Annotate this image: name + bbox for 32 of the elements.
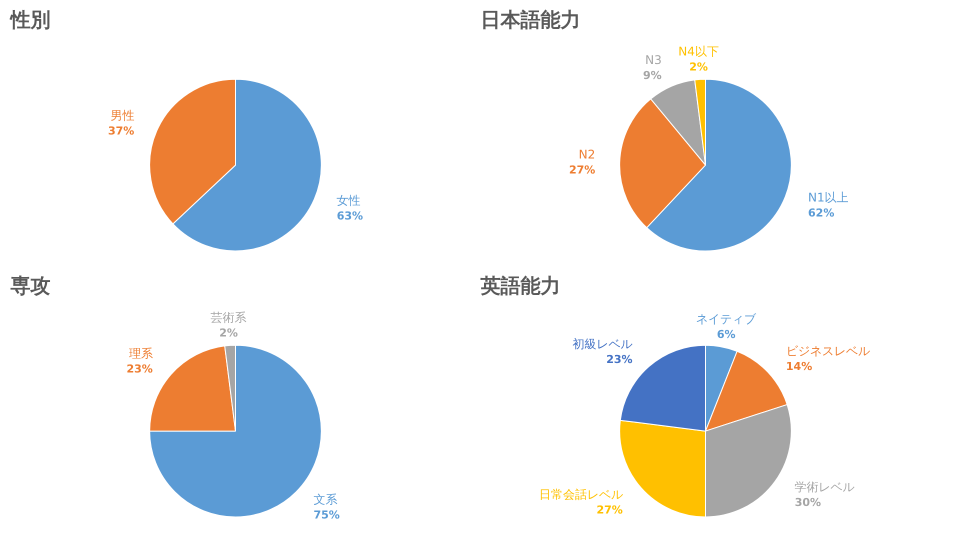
slice-label: ネイティブ (696, 312, 758, 326)
data-label: 75% (313, 508, 340, 522)
data-label: 63% (336, 210, 364, 223)
data-label: 23% (606, 352, 633, 366)
data-label: 2% (689, 60, 708, 74)
data-label: 23% (126, 362, 153, 376)
slice-label: 学術レベル (794, 480, 855, 494)
chart-title: 英語能力 (480, 274, 560, 298)
slice-label: N4以下 (678, 44, 719, 58)
data-label: 6% (716, 328, 736, 342)
data-label: 27% (596, 504, 623, 517)
chart-title: 専攻 (10, 274, 50, 298)
slice-label: 女性 (336, 194, 361, 208)
chart-title: 日本語能力 (480, 8, 580, 32)
slice-label: ビジネスレベル (786, 344, 870, 358)
data-label: 9% (643, 69, 662, 82)
slice-label: N2 (578, 148, 596, 162)
data-label: 2% (219, 326, 238, 340)
slice-label: 理系 (128, 346, 153, 360)
data-label: 30% (794, 496, 822, 509)
slice-label: 日常会話レベル (538, 488, 623, 502)
chart-title: 性別 (8, 8, 50, 32)
slice-label: 男性 (110, 108, 134, 123)
slice-label: 初級レベル (572, 336, 633, 351)
data-label: 37% (108, 124, 134, 138)
slice-label: N3 (645, 53, 662, 68)
slice-label: N1以上 (808, 190, 849, 204)
data-label: 27% (568, 164, 596, 177)
slice-label: 文系 (313, 492, 338, 507)
slice-label: 芸術系 (210, 310, 247, 324)
data-label: 62% (808, 206, 834, 220)
data-label: 14% (786, 360, 812, 373)
